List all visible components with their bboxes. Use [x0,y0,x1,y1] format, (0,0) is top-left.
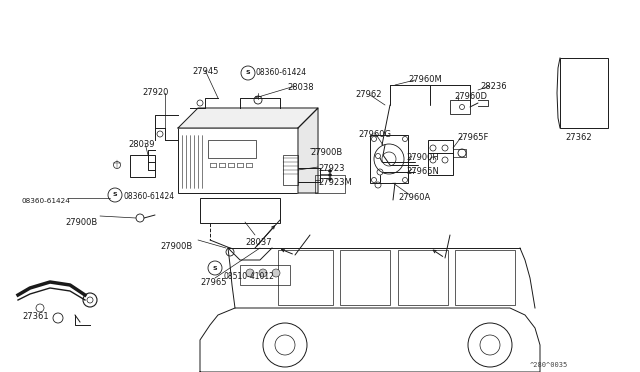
Circle shape [272,269,280,277]
Circle shape [328,170,332,173]
Text: 28039: 28039 [128,140,154,149]
Text: 27962: 27962 [355,90,381,99]
Text: 27900B: 27900B [160,242,192,251]
Bar [283,155,298,185]
Polygon shape [178,108,318,128]
Circle shape [328,177,332,180]
Bar [398,250,448,305]
Text: 27362: 27362 [565,133,591,142]
Text: S: S [246,71,250,76]
Polygon shape [298,108,318,193]
Bar [178,128,298,193]
Circle shape [259,269,267,277]
Text: 08510-41012: 08510-41012 [224,272,275,281]
Bar [450,100,470,114]
Circle shape [328,173,332,176]
Bar [240,265,290,285]
Text: 27965F: 27965F [457,133,488,142]
Text: 27920: 27920 [142,88,168,97]
Text: 27960A: 27960A [398,193,430,202]
Text: 08360-61424: 08360-61424 [256,68,307,77]
Bar [455,250,515,305]
Bar [200,198,280,223]
Bar [315,175,345,193]
Bar [278,250,333,305]
Text: 27965: 27965 [200,278,227,287]
Text: 08360-61424: 08360-61424 [22,198,71,204]
Bar [560,58,608,128]
Text: 27965N: 27965N [406,167,439,176]
Text: 27960M: 27960M [408,75,442,84]
Bar [340,250,390,305]
Text: 27960D: 27960D [454,92,487,101]
Bar [370,135,408,183]
Bar [130,155,155,177]
Text: 27945: 27945 [192,67,218,76]
Text: 27900B: 27900B [65,218,97,227]
Text: 28236: 28236 [480,82,507,91]
Text: 27361: 27361 [22,312,49,321]
Bar [428,140,453,175]
Text: 27923: 27923 [318,164,344,173]
Circle shape [246,269,254,277]
Bar [208,140,256,158]
Text: ^280^0035: ^280^0035 [530,362,568,368]
Text: S: S [113,192,117,198]
Text: 28038: 28038 [287,83,314,92]
Text: 28037: 28037 [245,238,271,247]
Text: 27900H: 27900H [406,153,439,162]
Text: 08360-61424: 08360-61424 [124,192,175,201]
Text: 27900B: 27900B [310,148,342,157]
Text: 27960G: 27960G [358,130,391,139]
Text: S: S [212,266,218,270]
Text: 27923M: 27923M [318,178,352,187]
